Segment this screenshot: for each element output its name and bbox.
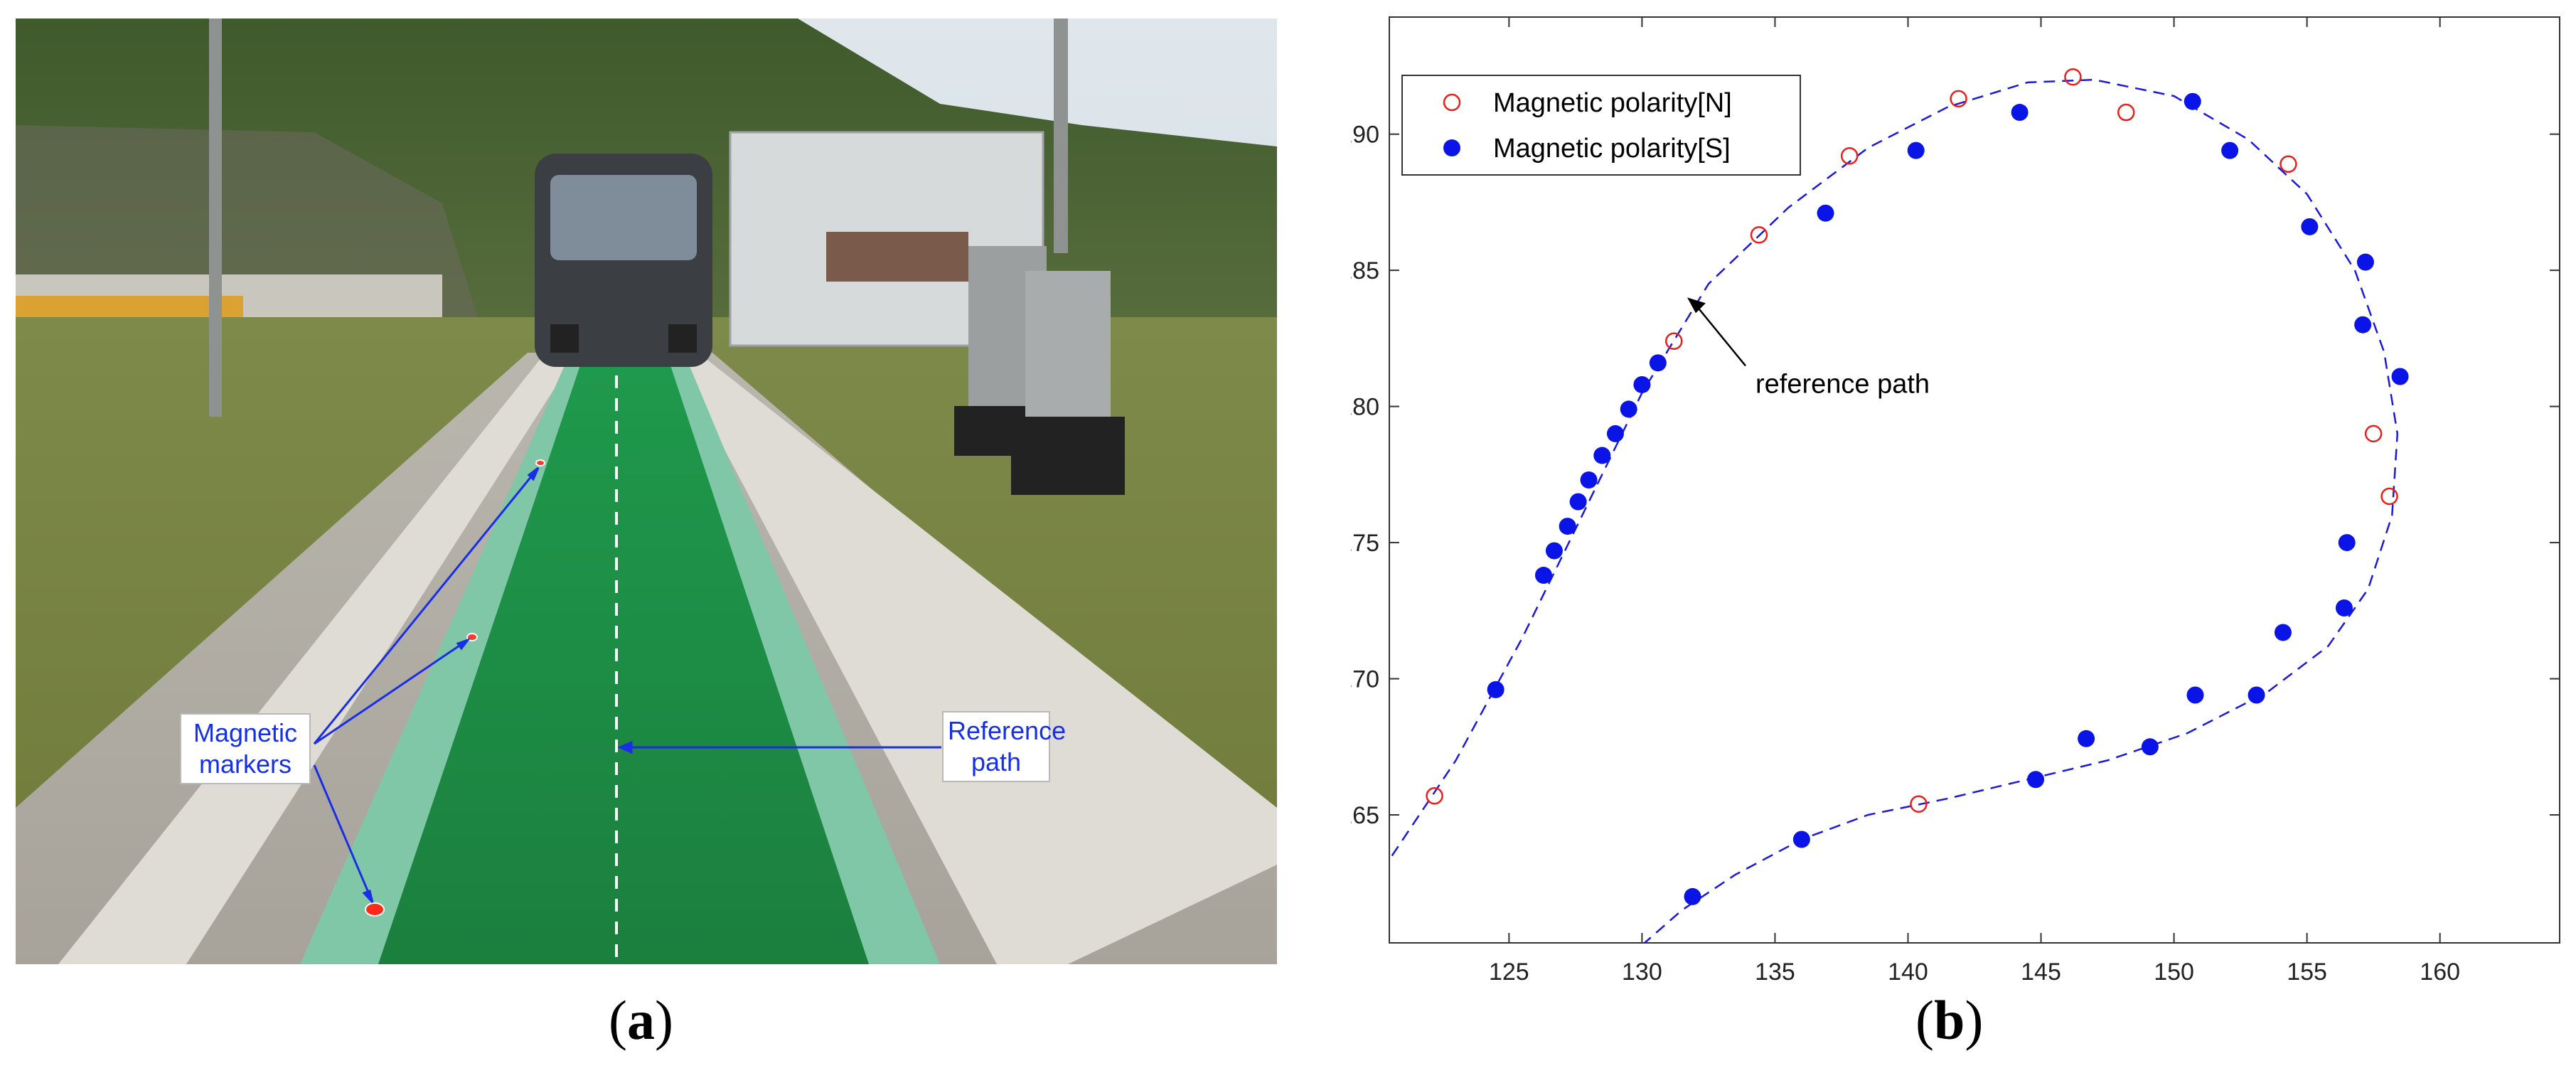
north-polarity-point — [1750, 226, 1768, 244]
right-white-stripe — [673, 353, 1277, 964]
bus-wheel-left — [550, 324, 579, 353]
scatter-chart-svg: 125 130 135 140 145 150 155 160 265 270 275 280 285 2… — [1351, 16, 2560, 986]
caption-a-letter: a — [626, 989, 655, 1051]
building-window — [826, 232, 968, 282]
annotation-arrow-line — [1694, 302, 1746, 367]
x-tick-label: 150 — [2154, 959, 2194, 986]
bus-windshield — [550, 175, 697, 260]
green-lane — [378, 353, 869, 964]
magnetic-marker-near — [365, 902, 385, 917]
x-tick-label: 145 — [2021, 959, 2061, 986]
annotation-arrows — [313, 466, 941, 904]
south-polarity-point — [2354, 316, 2372, 333]
chart-content: 125 130 135 140 145 150 155 160 265 270 275 280 285 2… — [1351, 16, 2560, 986]
left-white-stripe — [58, 353, 577, 964]
north-polarity-point — [2280, 155, 2297, 174]
north-polarity-point — [1950, 90, 1967, 108]
south-polarity-point — [1684, 887, 1701, 905]
south-polarity-point — [2356, 253, 2374, 271]
south-polarity-point — [1792, 831, 1810, 848]
north-polarity-point — [1840, 147, 1859, 165]
pole-right — [1054, 18, 1068, 253]
x-tick-label: 125 — [1489, 959, 1529, 986]
south-polarity-point — [1649, 354, 1667, 372]
road-photo — [16, 18, 1277, 964]
north-polarity-point — [2064, 68, 2082, 86]
south-polarity-point — [2274, 624, 2292, 641]
south-polarity-point — [1907, 142, 1925, 159]
legend-box — [1401, 75, 1801, 176]
north-polarity-point — [1426, 786, 1443, 805]
caption-b-letter: b — [1933, 989, 1965, 1051]
caption-b: (b) — [1915, 989, 1984, 1051]
magnetic-marker-far — [535, 459, 545, 466]
south-polarity-point — [1534, 567, 1552, 584]
lamp-post — [209, 18, 222, 417]
north-polarity-point — [2117, 103, 2135, 122]
south-polarity-point — [2141, 738, 2159, 756]
caption-a: (a) — [609, 989, 673, 1051]
bus-wheel-right — [668, 324, 697, 353]
x-tick-label: 130 — [1622, 959, 1662, 986]
bridge-barrier — [16, 296, 243, 317]
magnetic-markers-label: Magnetic markers — [180, 713, 311, 784]
legend-marker-north — [1443, 93, 1461, 112]
north-polarity-point — [1665, 332, 1683, 350]
south-polarity-point — [1606, 425, 1624, 442]
south-polarity-point — [1620, 400, 1637, 418]
south-polarity-point — [2391, 368, 2409, 385]
south-polarity-point — [2338, 534, 2356, 552]
south-polarity-point — [1593, 447, 1611, 464]
south-polarity-point — [1559, 518, 1576, 535]
reference-path-label: Reference path — [942, 711, 1066, 782]
annotation-text: reference path — [1755, 369, 1930, 399]
y-tick-label: 275 — [1351, 530, 1379, 557]
y-tick-label: 270 — [1351, 666, 1379, 693]
south-polarity-point — [1817, 204, 1834, 222]
x-tick-label: 140 — [1888, 959, 1928, 986]
south-polarity-point — [1487, 680, 1505, 698]
south-polarity-point — [2248, 686, 2265, 704]
north-polarity-point — [1910, 795, 1928, 813]
south-polarity-point — [1545, 542, 1563, 560]
south-polarity-point — [2011, 104, 2029, 122]
legend-label: Magnetic polarity[S] — [1493, 134, 1731, 164]
road-photo-illustration — [16, 18, 1277, 964]
y-tick-label: 290 — [1351, 122, 1379, 149]
south-polarity-point — [1580, 471, 1598, 489]
x-tick-label: 160 — [2420, 959, 2460, 986]
x-tick-label: 135 — [1755, 959, 1795, 986]
south-polarity-point — [2186, 686, 2204, 704]
cabinet-base-right — [1011, 417, 1125, 495]
south-polarity-point — [2027, 771, 2045, 789]
south-polarity-point — [2221, 142, 2239, 159]
south-polarity-point — [2184, 92, 2201, 110]
south-polarity-point — [1569, 493, 1587, 511]
legend-label: Magnetic polarity[N] — [1493, 88, 1732, 118]
y-tick-label: 280 — [1351, 394, 1379, 421]
north-polarity-point — [2380, 487, 2398, 506]
legend-marker-south — [1443, 139, 1460, 156]
y-tick-label: 285 — [1351, 257, 1379, 284]
south-polarity-point — [1633, 375, 1651, 393]
south-polarity-point — [2301, 218, 2319, 235]
annotation-arrow-head — [1687, 297, 1706, 314]
south-polarity-point — [2335, 599, 2353, 616]
x-tick-label: 155 — [2287, 959, 2327, 986]
south-polarity-point — [2078, 730, 2095, 747]
y-tick-label: 265 — [1351, 802, 1379, 829]
scatter-chart: 125 130 135 140 145 150 155 160 265 270 275 280 285 2… — [1351, 14, 2576, 995]
north-polarity-point — [2364, 425, 2383, 443]
